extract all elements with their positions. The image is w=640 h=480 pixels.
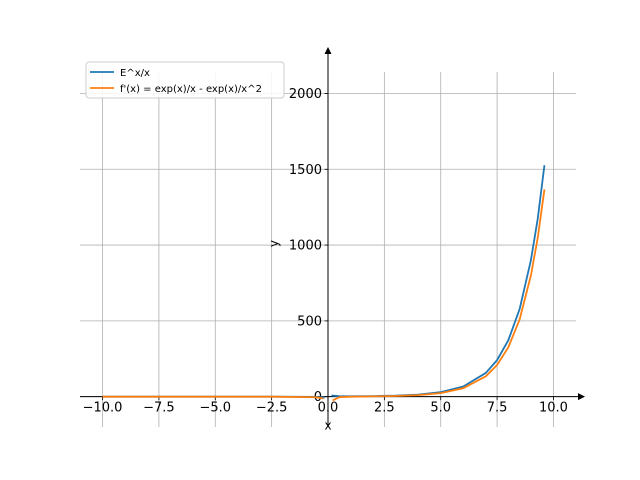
y-tick-label: 2000 [289,87,322,102]
x-tick-label: 0.0 [318,401,339,416]
x-axis-label: x [324,419,331,433]
legend: E^x/x f'(x) = exp(x)/x - exp(x)/x^2 [85,61,285,99]
x-tick-label: 7.5 [487,401,508,416]
y-tick-label: 1000 [289,239,322,254]
y-tick-label: 500 [297,314,322,329]
x-axis-arrow-icon [578,393,585,401]
legend-box [85,61,285,99]
series-line-2 [332,189,546,402]
x-tick-label: −5.0 [199,401,231,416]
y-tick-label: 1500 [289,163,322,178]
y-axis-label: y [267,240,281,247]
x-tick-label: 10.0 [539,401,568,416]
series [102,165,546,402]
legend-label: f'(x) = exp(x)/x - exp(x)/x^2 [120,84,262,95]
legend-label: E^x/x [120,68,150,79]
x-tick-label: −7.5 [143,401,175,416]
x-tick-label: 5.0 [430,401,451,416]
axes [80,47,585,427]
y-axis-arrow-icon [324,47,332,54]
x-tick-label: −2.5 [256,401,288,416]
series-line-2 [102,395,324,400]
series-line-1 [331,165,546,398]
x-tick-label: 2.5 [374,401,395,416]
x-tick-label: −10.0 [83,401,123,416]
